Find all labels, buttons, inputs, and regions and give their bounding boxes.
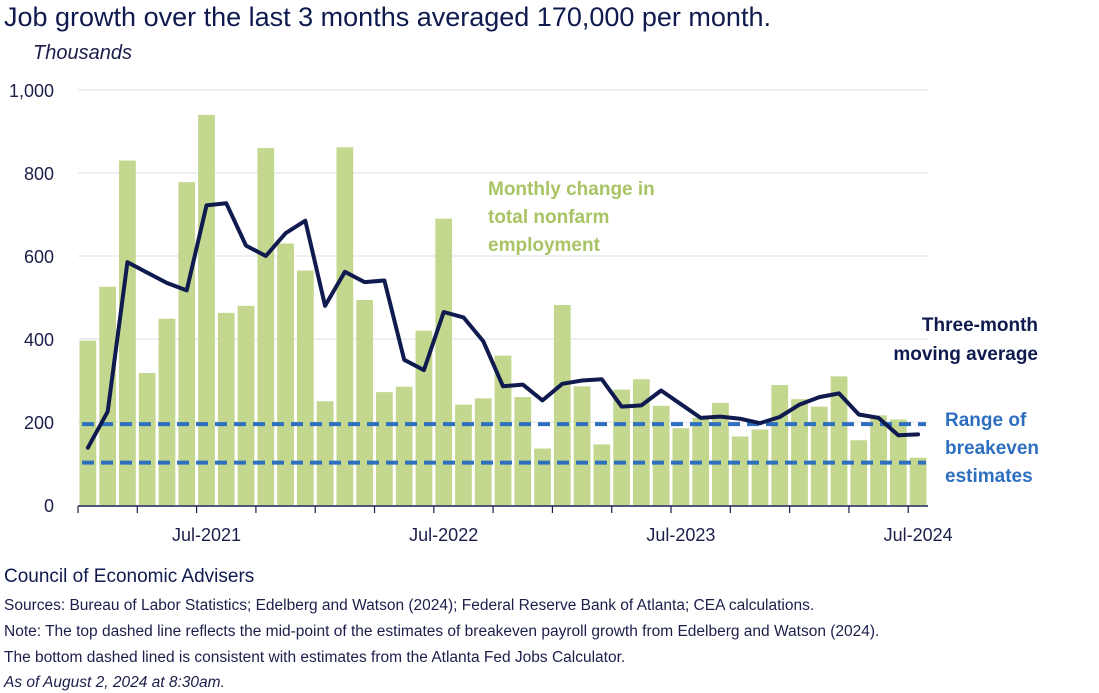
bars-annotation: total nonfarm (488, 207, 609, 228)
bar (652, 405, 670, 505)
bar (830, 376, 848, 505)
note-line-1: Note: The top dashed line reflects the m… (4, 623, 880, 640)
bar (277, 243, 294, 506)
bar (435, 218, 453, 505)
y-tick-label: 0 (44, 496, 54, 516)
bar (316, 401, 334, 505)
bar (474, 398, 492, 505)
line-annotation: Three-month (922, 315, 1038, 336)
bar (158, 318, 176, 505)
bars-annotation: employment (488, 235, 601, 256)
bar (455, 404, 472, 505)
sources-note: Sources: Bureau of Labor Statistics; Ede… (4, 597, 815, 614)
bar (376, 392, 393, 505)
y-tick-label: 200 (24, 413, 54, 433)
bar (356, 299, 374, 505)
chart-title: Job growth over the last 3 months averag… (4, 2, 771, 32)
note-line-2: The bottom dashed lined is consistent wi… (4, 649, 626, 666)
bar (336, 147, 354, 505)
bar (632, 379, 650, 505)
bar (494, 355, 512, 505)
y-tick-label: 400 (24, 330, 54, 350)
as-of-date: As of August 2, 2024 at 8:30am. (4, 674, 225, 691)
x-tick-label: Jul-2023 (646, 525, 715, 545)
x-tick-label: Jul-2022 (409, 525, 478, 545)
x-tick-label: Jul-2021 (172, 525, 241, 545)
range-annotation: estimates (945, 466, 1033, 487)
bar (178, 182, 196, 505)
y-tick-label: 800 (24, 164, 54, 184)
bars-annotation: Monthly change in (488, 179, 655, 200)
line-annotation: moving average (893, 344, 1038, 365)
y-unit-label: Thousands (33, 42, 132, 64)
range-annotation: breakeven (945, 438, 1039, 459)
bar (889, 419, 907, 505)
bar (217, 312, 235, 505)
moving-average-line (85, 201, 921, 450)
bar (672, 428, 690, 505)
bar (810, 406, 828, 505)
bar (613, 389, 630, 505)
bar (395, 386, 413, 505)
source-organization: Council of Economic Advisers (4, 566, 255, 587)
bar (850, 440, 868, 505)
bar (909, 457, 927, 505)
y-tick-label: 1,000 (9, 81, 54, 101)
bar (751, 429, 769, 505)
bar (771, 385, 789, 505)
bar (593, 444, 611, 505)
bar (791, 399, 808, 505)
bar (731, 436, 749, 505)
bar (553, 304, 571, 505)
bar (573, 386, 591, 505)
chart-area: 0 200 400 600 800 1,000 Jul-2021 Jul-2022 Jul-20… (9, 81, 1039, 545)
bar (198, 114, 215, 506)
bar (99, 286, 117, 505)
y-tick-label: 600 (24, 247, 54, 267)
range-annotation: Range of (945, 410, 1027, 431)
bar (870, 415, 887, 505)
bar (138, 373, 156, 505)
x-tick-label: Jul-2024 (884, 525, 953, 545)
bar (296, 270, 314, 505)
bar (514, 397, 532, 505)
bar (119, 160, 136, 506)
bar (257, 148, 275, 505)
bar (712, 402, 729, 505)
bar (237, 305, 255, 505)
bar (534, 448, 551, 505)
